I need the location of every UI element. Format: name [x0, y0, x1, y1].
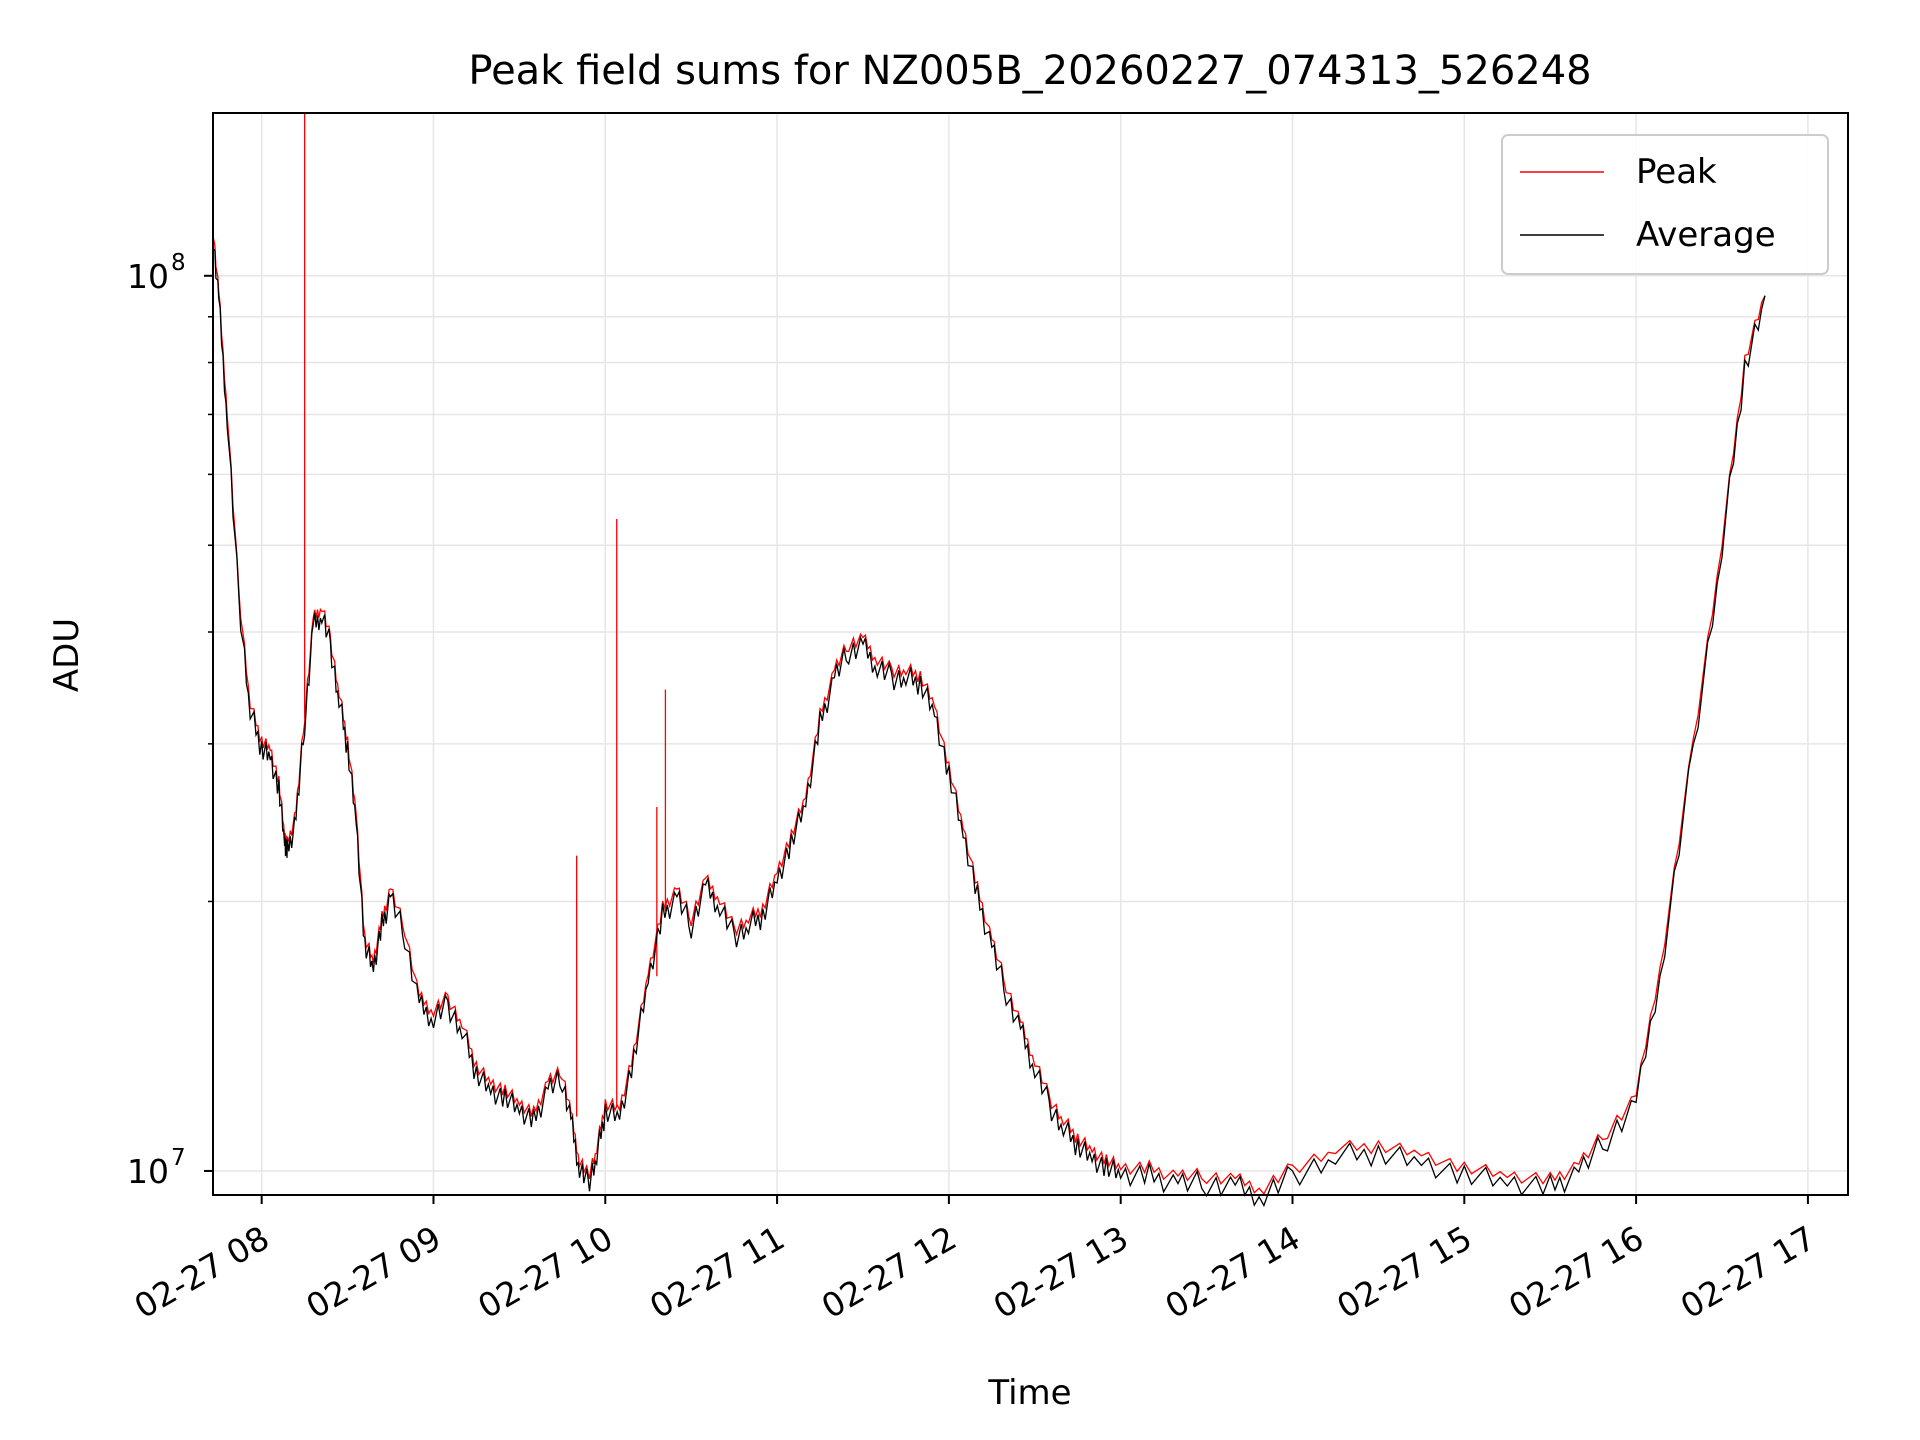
y-tick-label-exponent: 7: [171, 1145, 186, 1171]
legend-box: [1501, 134, 1829, 275]
x-axis-label: Time: [987, 1373, 1071, 1413]
series-peak-line: [212, 236, 1766, 1196]
chart-title: Peak field sums for NZ005B_20260227_0743…: [468, 48, 1591, 94]
legend-peak-label: Peak: [1636, 152, 1717, 192]
legend: Peak Average: [1501, 134, 1829, 275]
legend-average-label: Average: [1636, 215, 1776, 255]
plot-frame: [212, 112, 1849, 1196]
y-axis-label: ADU: [47, 618, 87, 692]
y-tick-label: 10: [127, 1152, 169, 1191]
y-tick-label-exponent: 8: [171, 250, 186, 276]
grid: [213, 113, 1848, 1195]
series-layer: [212, 113, 1766, 1208]
y-tick-label: 10: [127, 257, 169, 296]
